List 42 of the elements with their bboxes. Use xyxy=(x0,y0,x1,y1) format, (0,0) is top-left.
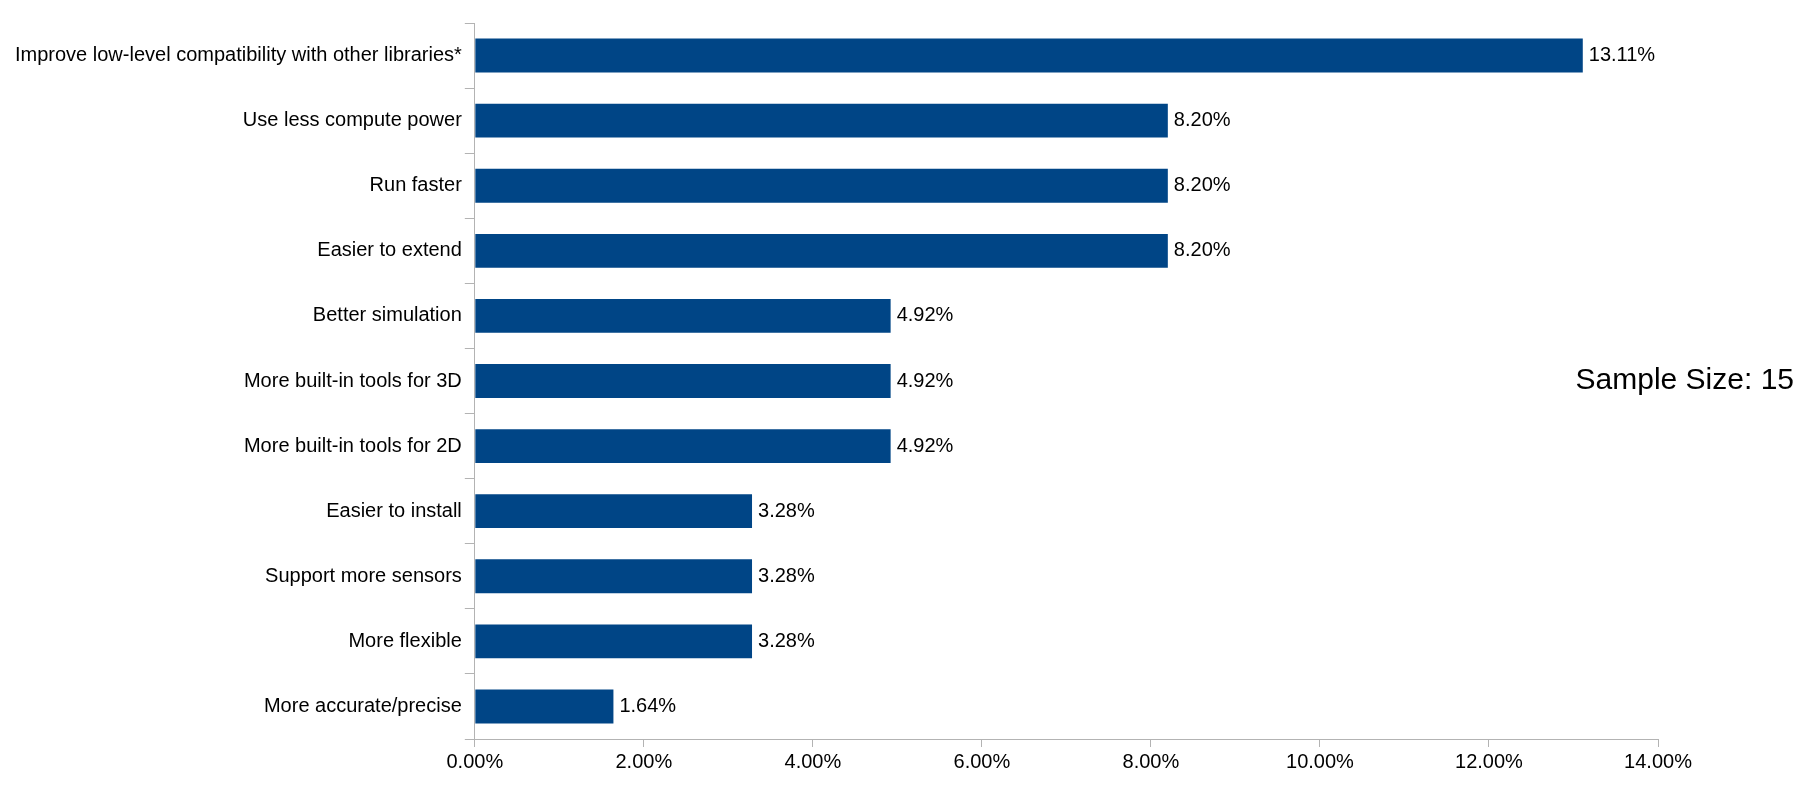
y-tick-label: Better simulation xyxy=(312,303,462,326)
x-tick-label: 8.00% xyxy=(1122,749,1180,772)
bar xyxy=(475,364,891,398)
data-label: 8.20% xyxy=(1173,108,1231,131)
y-tick-label: Easier to extend xyxy=(317,238,462,261)
bar xyxy=(475,624,753,659)
bar xyxy=(475,103,1168,138)
y-tick-label: More flexible xyxy=(348,628,462,651)
x-tick-label: 6.00% xyxy=(953,749,1011,772)
y-tick-label: Easier to install xyxy=(326,498,462,521)
data-label: 3.28% xyxy=(758,563,815,586)
bar xyxy=(475,298,891,333)
y-tick-label: Run faster xyxy=(369,173,463,196)
bar xyxy=(475,559,753,594)
x-tick-label: 12.00% xyxy=(1455,749,1524,772)
bar xyxy=(475,494,753,529)
data-label: 4.92% xyxy=(896,303,954,326)
data-label: 3.28% xyxy=(758,498,815,521)
bar xyxy=(475,689,614,724)
y-tick-label: Improve low-level compatibility with other libraries* xyxy=(15,43,463,66)
bar xyxy=(475,38,1583,73)
x-tick-label: 4.00% xyxy=(784,749,842,772)
bar xyxy=(475,429,891,464)
data-label: 3.28% xyxy=(758,628,815,651)
x-tick-label: 0.00% xyxy=(446,749,504,772)
y-tick-label: More accurate/precise xyxy=(263,693,462,716)
data-label: 13.11% xyxy=(1588,43,1656,66)
y-tick-label: More built-in tools for 2D xyxy=(243,433,462,456)
bar xyxy=(475,168,1168,203)
x-tick-label: 2.00% xyxy=(615,749,673,772)
y-tick-label: Support more sensors xyxy=(265,563,462,586)
y-tick-label: Use less compute power xyxy=(242,108,463,131)
data-label: 8.20% xyxy=(1173,173,1231,196)
data-label: 4.92% xyxy=(896,433,954,456)
x-tick-label: 14.00% xyxy=(1624,749,1693,772)
y-tick-label: More built-in tools for 3D xyxy=(243,368,462,391)
data-label: 4.92% xyxy=(896,368,954,391)
data-label: 8.20% xyxy=(1173,238,1231,261)
x-tick-label: 10.00% xyxy=(1286,749,1355,772)
data-label: 1.64% xyxy=(619,693,677,716)
bar xyxy=(475,233,1168,268)
annotation: Sample Size: 15 xyxy=(1575,362,1794,396)
